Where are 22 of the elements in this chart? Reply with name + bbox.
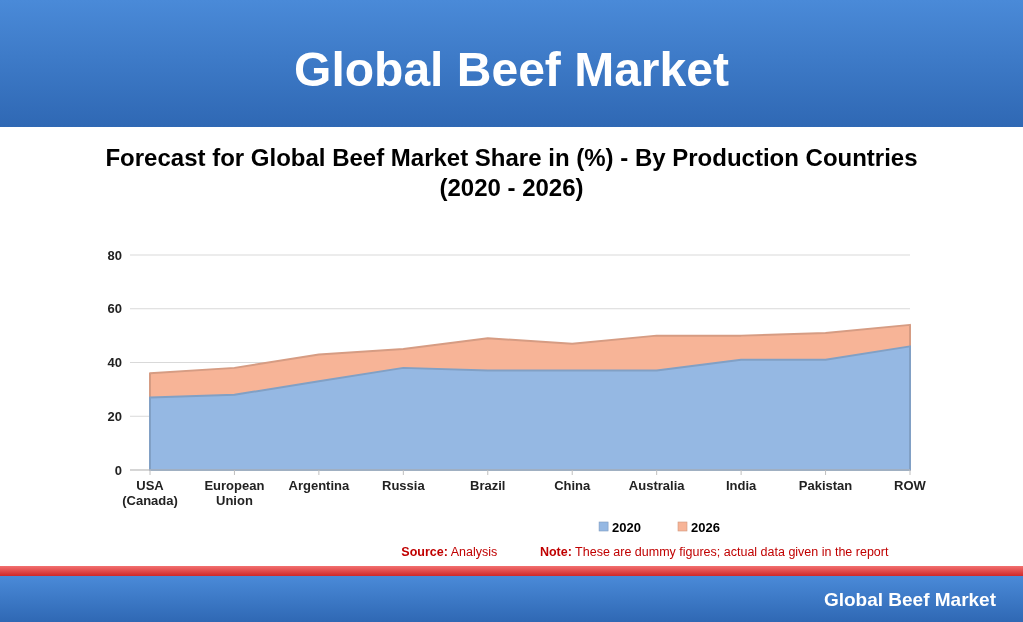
x-tick-label: Argentina — [288, 478, 350, 493]
y-tick-label: 40 — [107, 355, 122, 371]
x-tick-label: European Union — [204, 478, 265, 508]
x-tick-label: Brazil — [470, 478, 506, 493]
text: Global Beef Market — [823, 589, 997, 610]
chart-subtitle: Forecast for Global Beef Market Share in (%) - By Production Countries (2020 - 2026) — [105, 144, 918, 201]
legend-label: 2020 — [612, 519, 641, 535]
y-tick-label: 60 — [107, 301, 122, 317]
x-tick-label: China — [554, 478, 592, 493]
x-tick-label: USA (Canada) — [122, 478, 178, 508]
y-tick-label: 0 — [114, 462, 122, 478]
x-tick-label: Pakistan — [798, 478, 853, 493]
x-tick-label: India — [725, 478, 758, 493]
x-tick-label: Russia — [382, 478, 426, 493]
text: Note: These are dummy figures; actual data given in the report — [539, 545, 889, 559]
x-tick-label: Australia — [628, 478, 686, 493]
legend-label: 2026 — [691, 519, 720, 535]
source-note: Source: Analysis — [401, 545, 498, 559]
y-tick-label: 80 — [107, 247, 122, 263]
y-tick-label: 20 — [107, 408, 122, 424]
x-tick-label: ROW — [894, 478, 927, 493]
chart-title: Global Beef Market — [294, 43, 729, 96]
